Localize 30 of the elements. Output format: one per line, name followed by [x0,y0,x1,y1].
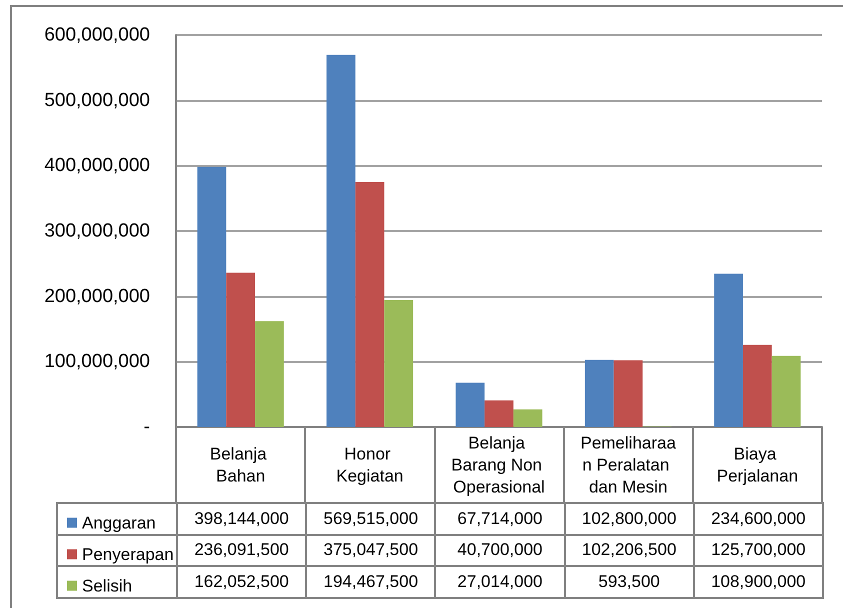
data-label: 27,014,000 [435,566,565,598]
data-label: 108,900,000 [694,566,823,598]
data-label: 162,052,500 [177,566,306,598]
y-tick-label: 600,000,000 [44,24,150,46]
data-label: 194,467,500 [306,566,436,598]
data-label: 569,515,000 [306,503,436,534]
y-tick-label: 200,000,000 [44,286,150,307]
x-tick-label: Belanja Bahan [210,444,272,486]
data-label: 125,700,000 [694,534,823,566]
data-label: 375,047,500 [306,534,436,566]
data-label: 234,600,000 [694,503,823,534]
data-label: 40,700,000 [435,534,565,566]
data-label: 102,800,000 [564,503,694,534]
y-tick-label: 300,000,000 [44,220,150,242]
data-label: 102,206,500 [564,534,694,566]
y-tick-label: 100,000,000 [44,351,150,372]
y-tick-label: 400,000,000 [44,155,150,176]
legend-label: Penyerapan [82,544,174,564]
legend-label: Anggaran [82,513,156,532]
x-tick-label: Belanja Barang Non Operasional [451,434,547,496]
data-label: 67,714,000 [435,503,565,534]
y-tick-label: - [144,416,150,438]
data-label: 236,091,500 [177,534,306,566]
y-tick-label: 500,000,000 [44,90,150,111]
data-label: 398,144,000 [177,503,306,534]
data-label: 593,500 [564,566,694,598]
legend-label: Selisih [82,576,132,596]
x-tick-label: Honor Kegiatan [336,444,404,486]
x-tick-label: Pemeliharaan Peralatan dan Mesin [580,434,676,496]
x-tick-label: Biaya Perjalanan [716,444,798,486]
